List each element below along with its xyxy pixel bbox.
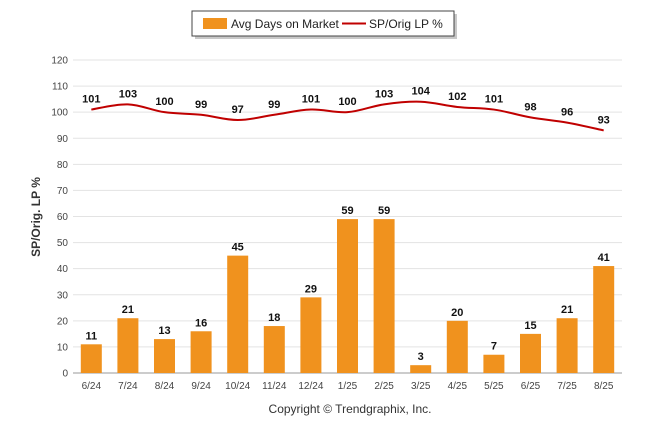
y-tick-label: 120	[51, 56, 68, 67]
x-axis-ticks: 6/24 7/24 8/24 9/24 10/24 11/24 12/24 1/25 2/25 3…	[82, 381, 614, 392]
line-data-label: 99	[195, 99, 207, 111]
legend-box	[191, 10, 455, 37]
y-tick-label: 100	[51, 108, 68, 119]
legend-line-label: SP/Orig LP %	[369, 17, 443, 31]
y-tick-label: 20	[57, 316, 69, 327]
bar	[446, 320, 468, 373]
line-data-label: 97	[232, 104, 244, 116]
y-tick-label: 10	[57, 342, 69, 353]
y-axis-ticks: 0 10 20 30 40 50 60 70 80 90 100 110 120	[51, 56, 68, 380]
y-tick-label: 0	[62, 369, 68, 380]
legend-bar-swatch	[203, 18, 227, 29]
y-axis-title: SP/Orig. LP %	[29, 177, 43, 257]
bar	[117, 318, 139, 373]
y-tick-label: 40	[57, 264, 69, 275]
bar-data-label: 41	[598, 252, 610, 264]
bar-data-label: 15	[524, 320, 536, 332]
y-tick-label: 50	[57, 238, 69, 249]
bar	[556, 318, 578, 373]
y-tick-label: 110	[52, 82, 68, 93]
bar	[300, 297, 322, 373]
bar-data-label: 21	[122, 304, 134, 316]
bar-data-label: 13	[158, 325, 170, 337]
line-data-label: 100	[338, 96, 356, 108]
legend: Avg Days on Market SP/Orig LP %	[191, 10, 457, 39]
y-tick-label: 30	[57, 290, 69, 301]
y-tick-label: 70	[57, 186, 69, 197]
bar	[520, 333, 541, 373]
x-tick-label: 3/25	[411, 381, 431, 392]
x-tick-label: 6/25	[521, 381, 541, 392]
bar	[483, 354, 505, 373]
x-tick-label: 6/24	[82, 381, 102, 392]
bar-data-label: 16	[195, 317, 207, 329]
bar	[154, 339, 175, 373]
bar	[227, 255, 249, 373]
bar-data-label: 20	[451, 307, 463, 319]
bar-data-label: 21	[561, 304, 573, 316]
x-tick-label: 1/25	[338, 381, 358, 392]
line-data-label: 103	[375, 88, 393, 100]
bar-data-label: 7	[491, 341, 497, 353]
bar-data-label: 59	[341, 205, 353, 217]
bar	[410, 365, 432, 373]
bar-data-label: 18	[268, 312, 280, 324]
line-data-label: 101	[302, 94, 320, 106]
line-data-label: 101	[82, 94, 100, 106]
bar-series: 11 21 13 16 45 18 29 59 59 3 20 7 15 21 41	[80, 205, 615, 373]
x-tick-label: 10/24	[225, 381, 250, 392]
line-data-label: 99	[268, 99, 280, 111]
x-tick-label: 4/25	[448, 381, 468, 392]
line-data-label: 98	[524, 101, 536, 113]
line-data-label: 100	[155, 96, 173, 108]
copyright-text: Copyright © Trendgraphix, Inc.	[269, 402, 432, 416]
line-data-label: 104	[412, 86, 431, 98]
y-tick-label: 60	[57, 212, 69, 223]
line-data-label: 102	[448, 91, 466, 103]
legend-bar-label: Avg Days on Market	[231, 17, 339, 31]
x-tick-label: 9/24	[191, 381, 211, 392]
x-tick-label: 5/25	[484, 381, 504, 392]
line-data-label: 96	[561, 107, 573, 119]
bar-data-label: 29	[305, 283, 317, 295]
bar	[373, 219, 395, 373]
x-tick-label: 8/24	[155, 381, 175, 392]
x-tick-label: 12/24	[298, 381, 323, 392]
x-tick-label: 7/24	[118, 381, 138, 392]
bar-data-label: 59	[378, 205, 390, 217]
line-data-label: 93	[598, 114, 610, 126]
x-tick-label: 2/25	[374, 381, 394, 392]
line-data-label: 101	[485, 94, 503, 106]
bar	[263, 326, 285, 373]
line-path	[91, 100, 604, 132]
x-tick-label: 7/25	[557, 381, 577, 392]
bar	[337, 219, 358, 373]
bar-data-label: 3	[418, 351, 424, 363]
bar	[593, 266, 615, 373]
bar-data-label: 45	[232, 242, 244, 254]
x-tick-label: 8/25	[594, 381, 614, 392]
bar-data-label: 11	[85, 330, 97, 342]
line-data-label: 103	[119, 88, 137, 100]
bar	[190, 331, 212, 373]
x-tick-label: 11/24	[262, 381, 287, 392]
y-tick-label: 90	[57, 134, 69, 145]
line-series: 101 103 100 99 97 99 101 100 103 104 102 101 98 96 93	[82, 86, 610, 132]
bar	[80, 344, 102, 373]
y-tick-label: 80	[57, 160, 69, 171]
